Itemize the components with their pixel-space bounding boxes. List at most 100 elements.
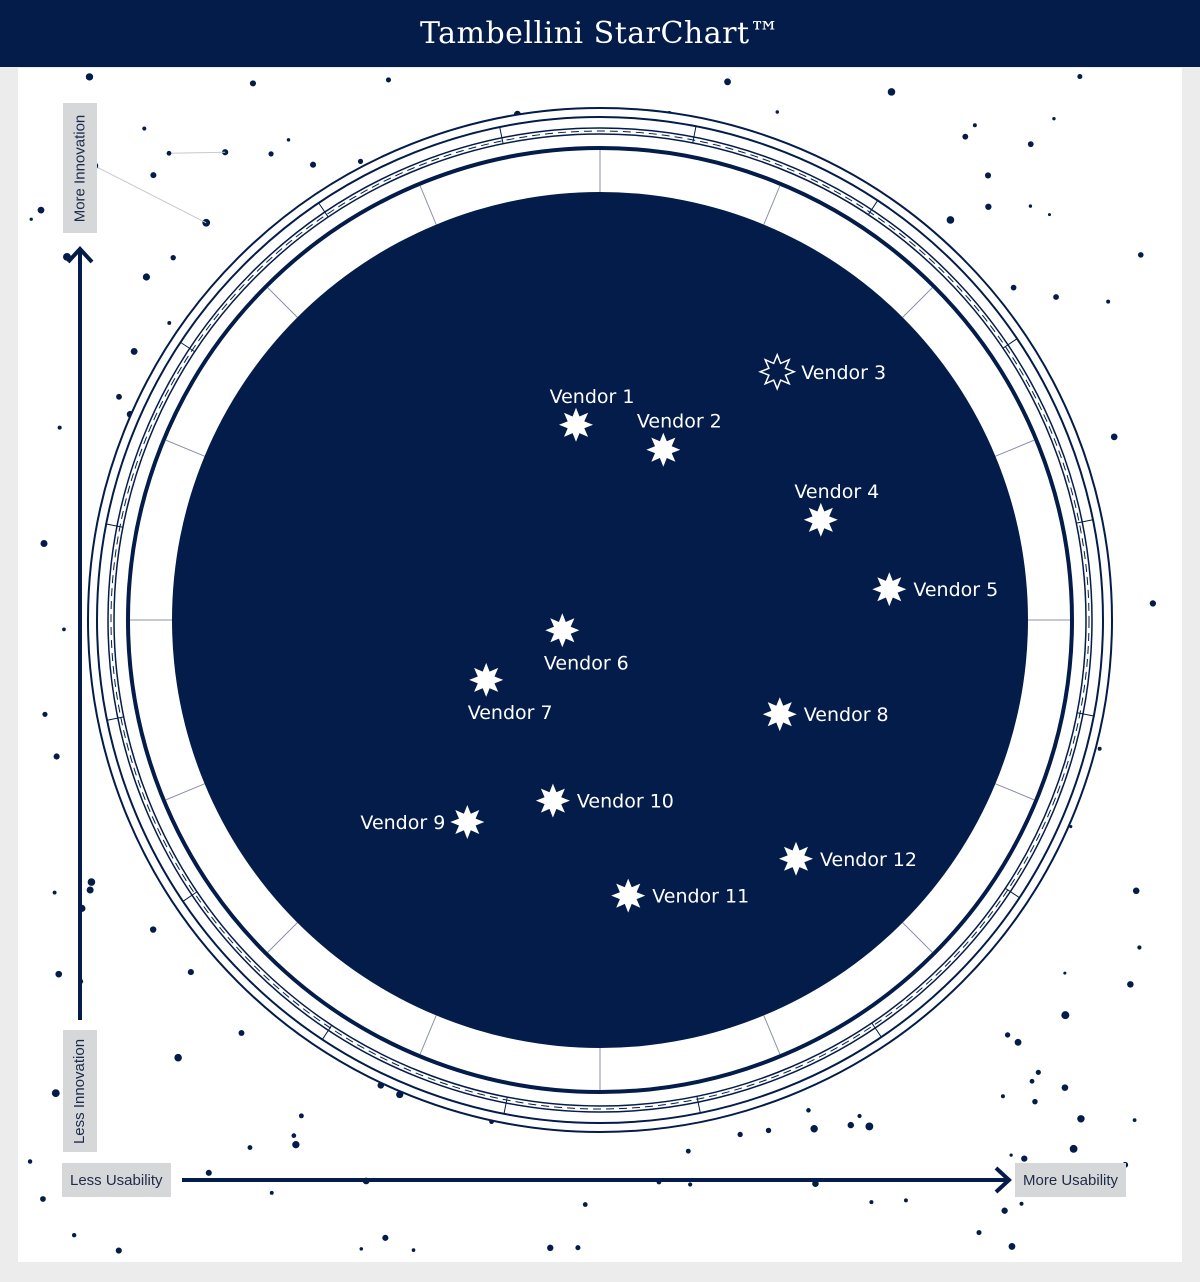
vendor-label: Vendor 8 (804, 704, 889, 726)
vendor-star-icon[interactable] (535, 783, 570, 818)
vendor-star-icon[interactable] (762, 697, 797, 732)
background-star (205, 1169, 212, 1176)
background-star (87, 878, 96, 886)
background-star (298, 1113, 304, 1119)
vendor-label: Vendor 1 (550, 386, 635, 408)
more-innovation-text: More Innovation (71, 114, 89, 222)
vendor-star-icon[interactable] (611, 878, 646, 913)
vendor-star-icon[interactable] (559, 407, 593, 442)
vendor-star-icon[interactable] (872, 572, 907, 607)
vendor-label: Vendor 6 (544, 652, 629, 674)
background-star (1132, 1118, 1137, 1123)
background-star (972, 123, 977, 128)
ring-tick (902, 922, 933, 953)
background-star (724, 78, 731, 86)
ring-tick (1002, 338, 1018, 349)
background-star (269, 1190, 274, 1195)
vendor-point[interactable]: Vendor 12 (779, 841, 917, 876)
background-star (385, 77, 392, 83)
background-star (42, 711, 48, 717)
less-innovation-label: Less Innovation (63, 1030, 97, 1152)
vendor-point[interactable]: Vendor 8 (762, 697, 889, 732)
background-star (1009, 1153, 1013, 1157)
ring-tick (499, 126, 504, 144)
vendor-point[interactable]: Vendor 10 (535, 783, 674, 818)
ring-tick (419, 185, 437, 225)
background-star (1028, 204, 1033, 208)
vendor-star-icon[interactable] (469, 662, 504, 697)
vendor-point[interactable]: Vendor 1 (550, 386, 635, 442)
ring-tick (995, 439, 1035, 457)
background-star (1052, 116, 1056, 121)
background-star (29, 217, 33, 221)
ring-tick (871, 1022, 882, 1038)
background-star (115, 1247, 122, 1254)
vendor-star-icon[interactable] (545, 613, 580, 648)
vendor-label: Vendor 9 (360, 812, 445, 834)
vendor-point[interactable]: Vendor 2 (637, 411, 722, 467)
background-star (847, 1121, 854, 1129)
background-star (1077, 1115, 1085, 1123)
vendor-star-icon[interactable] (758, 352, 797, 391)
background-star (247, 1145, 253, 1150)
vendor-star-icon[interactable] (646, 432, 681, 467)
ring-tick (180, 341, 196, 353)
vendor-point[interactable]: Vendor 6 (544, 613, 629, 674)
background-star (166, 150, 172, 156)
background-star (1047, 213, 1051, 217)
background-star (575, 1245, 581, 1251)
background-star (1019, 1201, 1024, 1206)
background-star (167, 321, 172, 325)
background-star (1029, 1078, 1035, 1084)
ring-tick (763, 185, 781, 225)
vendor-star-icon[interactable] (450, 805, 485, 839)
vendor-label: Vendor 4 (794, 481, 879, 503)
more-usability-label: More Usability (1015, 1163, 1127, 1197)
background-star (51, 1089, 60, 1098)
background-star (1106, 299, 1111, 304)
vendor-label: Vendor 5 (913, 579, 998, 601)
background-star (1004, 1032, 1011, 1038)
dashed-ring (110, 130, 1090, 1110)
background-star (976, 1230, 982, 1236)
background-star (142, 126, 147, 131)
background-star (291, 1133, 297, 1138)
vendor-point[interactable]: Vendor 3 (758, 352, 886, 391)
background-star (130, 347, 138, 355)
background-star (1001, 1207, 1008, 1214)
vendor-point[interactable]: Vendor 5 (872, 572, 998, 607)
vendor-star-icon[interactable] (779, 841, 813, 876)
background-star (1010, 284, 1017, 291)
ring-tick (182, 891, 198, 902)
ring-tick (321, 1024, 333, 1040)
ring-tick (503, 1096, 508, 1114)
background-star (142, 273, 151, 281)
background-star (865, 1122, 874, 1131)
background-star (1035, 1069, 1041, 1075)
vendor-star-icon[interactable] (803, 502, 838, 537)
background-star (985, 203, 992, 210)
background-star (1032, 1098, 1038, 1105)
background-star (268, 151, 274, 157)
vendor-label: Vendor 7 (468, 702, 553, 724)
vendor-point[interactable]: Vendor 9 (360, 805, 485, 839)
vendor-point[interactable]: Vendor 4 (794, 481, 879, 537)
background-star (222, 149, 229, 156)
background-star (1137, 945, 1142, 950)
background-star (1061, 1084, 1069, 1091)
ring-tick (165, 439, 205, 457)
background-star (382, 1234, 389, 1241)
vendor-point[interactable]: Vendor 7 (468, 662, 553, 724)
ring (107, 127, 1093, 1113)
background-star (37, 206, 45, 214)
background-star (1127, 981, 1134, 988)
background-star (1069, 1144, 1078, 1153)
background-star (249, 80, 257, 87)
background-star (238, 1030, 245, 1036)
constellation-line (94, 165, 207, 224)
vendor-point[interactable]: Vendor 11 (611, 878, 749, 913)
background-star (582, 1202, 588, 1207)
ring-tick (867, 200, 879, 216)
chart-disc (172, 192, 1028, 1048)
